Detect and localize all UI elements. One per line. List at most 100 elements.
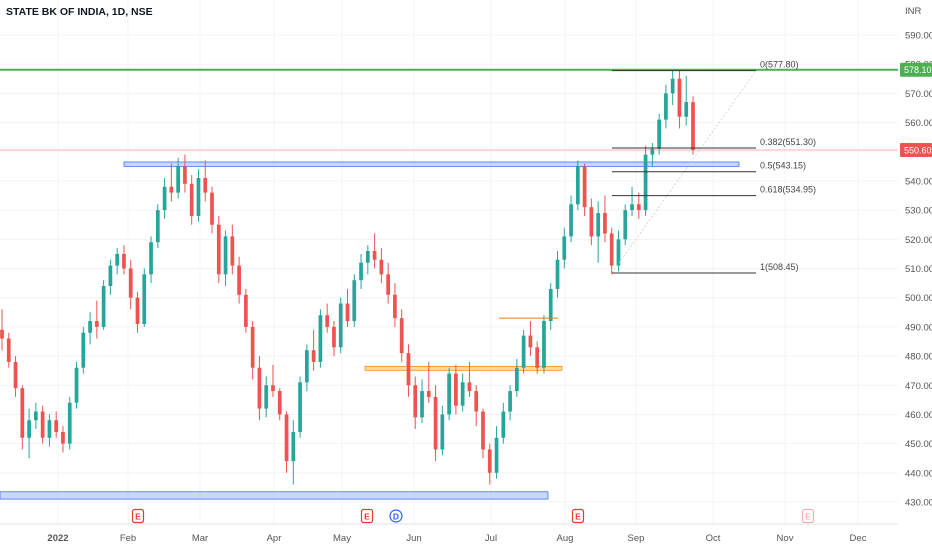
zone-orange xyxy=(364,365,563,371)
candle-body xyxy=(291,431,296,462)
candle-body xyxy=(514,367,519,392)
support-zone-blue xyxy=(123,161,740,167)
y-tick-label: 570.00 xyxy=(905,89,932,100)
candle-body xyxy=(27,420,31,438)
candle-body xyxy=(0,329,4,339)
candle-body xyxy=(264,385,269,409)
y-tick-label: 460.00 xyxy=(905,410,932,421)
candle-body xyxy=(664,93,668,120)
overlay-layer: 0(577.80) 0.382(551.30) 0.5(543.15) 0.618(5… xyxy=(0,60,898,319)
candle-body xyxy=(535,347,540,368)
fib-level-label: 0.618(534.95) xyxy=(760,185,816,195)
candle-body xyxy=(454,373,458,406)
candles-layer xyxy=(0,70,695,485)
candle-body xyxy=(196,178,201,216)
candle-body xyxy=(250,326,255,368)
y-tick-label: 560.00 xyxy=(905,118,932,129)
candle-body xyxy=(345,303,350,322)
candle-body xyxy=(691,102,695,150)
grid-layer xyxy=(0,34,898,503)
earnings-icon xyxy=(131,508,145,524)
fib-level-label: 1(508.45) xyxy=(760,262,799,272)
candle-body xyxy=(128,268,133,298)
candle-body xyxy=(474,391,479,412)
earnings-icon xyxy=(360,508,374,524)
fib-level-label: 0.5(543.15) xyxy=(760,161,806,171)
candle-body xyxy=(521,335,526,368)
price-marker-current xyxy=(900,142,932,157)
candle-body xyxy=(487,449,492,473)
x-tick-label: Apr xyxy=(267,533,282,544)
x-tick-label: Mar xyxy=(192,533,208,544)
candle-body xyxy=(555,259,560,289)
earnings-label: E xyxy=(805,512,811,522)
candle-body xyxy=(108,265,113,287)
earnings-icon xyxy=(801,508,815,524)
dividend-icon xyxy=(389,509,403,523)
candle-body xyxy=(372,250,377,260)
candle-body xyxy=(325,315,330,327)
candle-body xyxy=(433,396,438,450)
candle-body xyxy=(413,385,418,418)
y-tick-label: 440.00 xyxy=(905,468,932,479)
candle-body xyxy=(142,274,147,324)
candle-body xyxy=(420,391,424,418)
price-marker-high xyxy=(900,62,932,77)
candle-body xyxy=(630,204,634,211)
x-tick-label: Jun xyxy=(406,533,421,544)
candle-body xyxy=(562,236,567,260)
candle-body xyxy=(20,388,25,438)
candle-body xyxy=(284,414,289,462)
candle-body xyxy=(589,207,594,237)
candle-body xyxy=(318,315,323,362)
candle-body xyxy=(406,353,411,386)
candle-body xyxy=(650,148,655,155)
candle-body xyxy=(426,391,431,397)
price-marker-label: 578.10 xyxy=(904,65,932,75)
candle-body xyxy=(548,288,553,322)
y-tick-label: 530.00 xyxy=(905,206,932,217)
candle-body xyxy=(189,183,194,216)
candle-body xyxy=(162,186,167,211)
candle-body xyxy=(447,373,451,415)
candle-body xyxy=(338,303,343,348)
candle-body xyxy=(467,382,472,392)
candle-body xyxy=(210,192,214,225)
chart-title: STATE BK OF INDIA, 1D, NSE xyxy=(6,6,153,18)
candle-body xyxy=(636,204,641,211)
earnings-label: E xyxy=(364,512,370,522)
candle-body xyxy=(494,437,499,473)
candle-body xyxy=(332,326,336,348)
candle-body xyxy=(481,411,485,450)
candle-body xyxy=(101,286,106,327)
candle-body xyxy=(47,420,52,438)
candle-body xyxy=(670,78,675,94)
y-tick-label: 450.00 xyxy=(905,439,932,450)
dividend-label: D xyxy=(393,512,399,522)
candle-body xyxy=(379,259,384,275)
candle-body xyxy=(149,242,153,275)
fib-level-label: 0(577.80) xyxy=(760,60,799,70)
candle-body xyxy=(623,210,628,240)
candle-body xyxy=(94,321,99,327)
candle-body xyxy=(230,236,235,266)
x-tick-label: Feb xyxy=(120,533,136,544)
earnings-label: E xyxy=(575,512,581,522)
candle-body xyxy=(203,178,208,193)
y-tick-label: 520.00 xyxy=(905,235,932,246)
candle-body xyxy=(616,239,621,266)
candle-body xyxy=(237,265,241,295)
candle-body xyxy=(596,213,601,237)
candle-body xyxy=(271,385,275,392)
x-tick-label: Jul xyxy=(485,533,497,544)
candle-body xyxy=(365,250,370,263)
x-tick-label: May xyxy=(333,533,351,544)
axis-layer: 430.00 440.00 450.00 460.00 470.00 480.00 490.… xyxy=(0,6,932,544)
y-tick-label: 510.00 xyxy=(905,264,932,275)
candle-body xyxy=(684,102,689,117)
candle-body xyxy=(569,204,573,237)
candle-body xyxy=(677,78,682,117)
candle-body xyxy=(643,154,648,211)
candle-body xyxy=(88,321,92,333)
